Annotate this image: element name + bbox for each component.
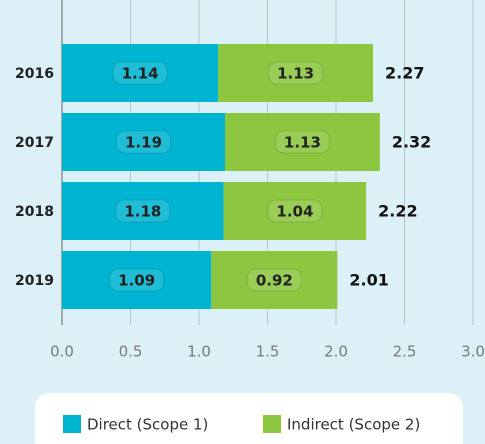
bar-segment: [62, 113, 226, 171]
bar-segment: [218, 44, 373, 102]
bar-segment: [225, 113, 380, 171]
value-label: 1.13: [277, 65, 314, 83]
legend-label: Indirect (Scope 2): [287, 416, 420, 434]
legend-swatch: [263, 415, 281, 433]
value-label: 1.13: [284, 134, 321, 152]
bar-segment: [62, 182, 224, 240]
total-label: 2.27: [385, 64, 424, 83]
y-tick-label: 2016: [15, 66, 54, 82]
total-label: 2.01: [349, 271, 388, 290]
value-label-bg: [274, 130, 330, 154]
x-tick-label: 0.0: [50, 343, 74, 361]
value-label-bg: [112, 61, 168, 85]
value-label-bg: [267, 199, 323, 223]
bar-segment: [62, 44, 219, 102]
total-label: 2.22: [378, 202, 417, 221]
x-tick-label: 3.0: [461, 343, 485, 361]
value-label: 1.09: [118, 272, 155, 290]
y-tick-label: 2018: [15, 204, 54, 220]
value-label: 1.19: [125, 134, 162, 152]
value-label-bg: [109, 268, 165, 292]
bar-segment: [211, 251, 338, 309]
value-label-bg: [115, 199, 171, 223]
legend-label: Direct (Scope 1): [87, 416, 208, 434]
value-label-bg: [246, 268, 302, 292]
x-tick-label: 1.0: [187, 343, 211, 361]
value-label: 0.92: [256, 272, 293, 290]
x-tick-label: 2.0: [324, 343, 348, 361]
value-label-bg: [268, 61, 324, 85]
x-tick-label: 0.5: [119, 343, 143, 361]
bar-segment: [223, 182, 367, 240]
value-label: 1.14: [122, 65, 159, 83]
value-label: 1.18: [124, 203, 161, 221]
bar-segment: [62, 251, 212, 309]
y-tick-label: 2019: [15, 273, 54, 289]
total-label: 2.32: [392, 133, 431, 152]
legend-swatch: [63, 415, 81, 433]
x-tick-label: 2.5: [393, 343, 417, 361]
y-tick-label: 2017: [15, 135, 54, 151]
legend-box: [35, 393, 463, 444]
x-tick-label: 1.5: [256, 343, 280, 361]
value-label: 1.04: [276, 203, 313, 221]
value-label-bg: [116, 130, 172, 154]
